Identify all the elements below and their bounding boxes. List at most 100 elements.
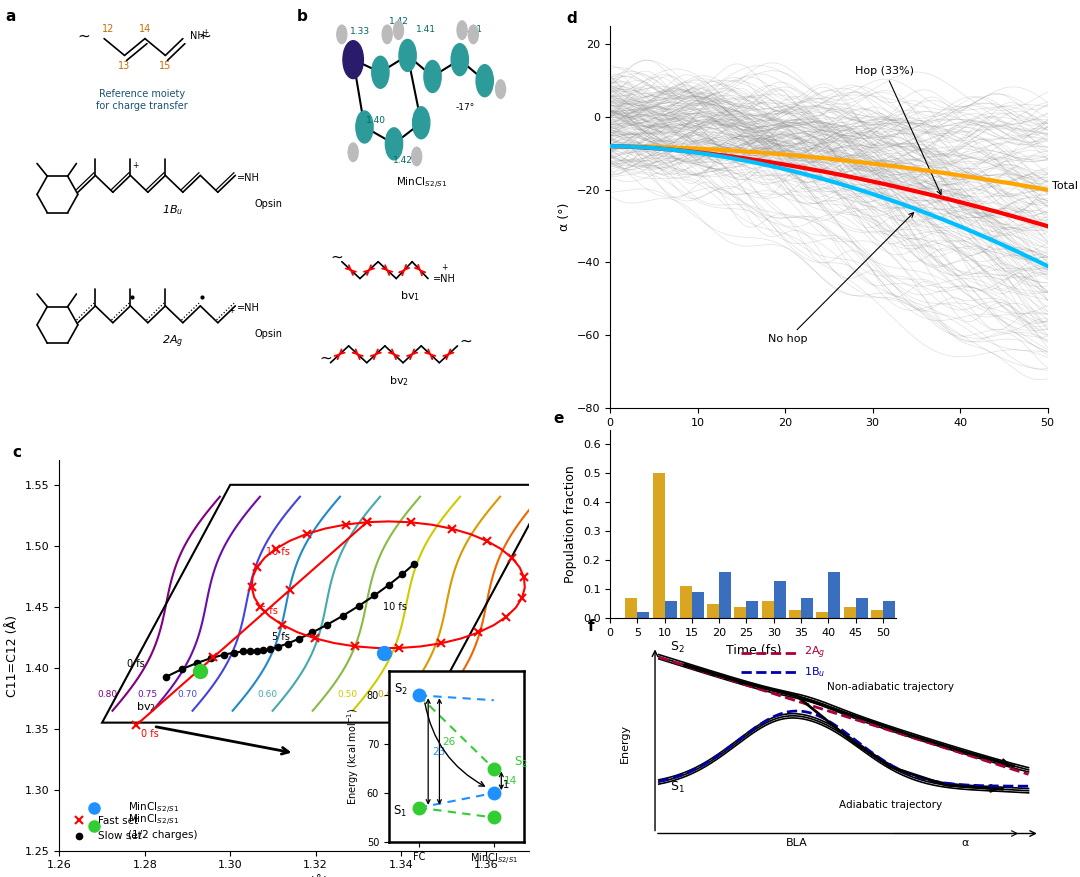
Text: ~: ~ [199,29,211,44]
Text: f: f [588,618,594,634]
Circle shape [469,25,478,44]
Text: 1.41: 1.41 [463,25,484,34]
Y-axis label: α (°): α (°) [558,203,571,232]
Text: 0 fs: 0 fs [140,730,159,739]
Text: bv$_1$: bv$_1$ [443,739,462,753]
Bar [719,572,731,618]
X-axis label: Time (fs): Time (fs) [726,644,781,657]
Bar [652,474,664,618]
Circle shape [382,25,392,44]
X-axis label: Time (fs): Time (fs) [801,433,856,446]
Text: ~: ~ [78,29,90,44]
Text: 5 fs: 5 fs [272,632,289,642]
Bar [773,581,786,618]
Text: 12: 12 [103,25,114,34]
Text: 1.40: 1.40 [366,116,386,125]
Text: No hop: No hop [768,213,914,345]
Text: =NH: =NH [432,274,456,283]
X-axis label: N=C15 (Å): N=C15 (Å) [260,876,328,877]
Text: ~: ~ [320,351,332,366]
Circle shape [393,21,404,39]
Bar [882,601,894,618]
Text: 1.42: 1.42 [393,156,413,165]
Text: Opsin: Opsin [254,330,282,339]
Bar [680,587,692,618]
Legend: Fast set, Slow set: Fast set, Slow set [65,812,146,845]
Bar [855,598,867,618]
Text: =NH: =NH [237,303,259,313]
Text: a: a [5,9,15,25]
Text: Hop (33%): Hop (33%) [855,66,941,195]
Text: bv$_1$: bv$_1$ [400,289,420,303]
Text: S$_2$: S$_2$ [393,682,407,697]
Text: Non-adiabatic trajectory: Non-adiabatic trajectory [827,681,954,692]
Text: 0.75: 0.75 [137,690,158,699]
Text: 1.42: 1.42 [389,17,408,25]
Text: 0.50: 0.50 [338,690,357,699]
Text: bv$_2$: bv$_2$ [389,374,408,388]
Text: 26: 26 [442,737,456,746]
Text: 15: 15 [159,61,172,71]
Text: 10 fs: 10 fs [383,602,407,612]
Text: Total: Total [1052,182,1078,191]
Text: 2A$_g$: 2A$_g$ [805,645,826,661]
Text: BLA: BLA [786,838,808,848]
Text: 2A$_g$: 2A$_g$ [162,333,184,350]
Text: 0.60: 0.60 [258,690,278,699]
Text: +: + [442,263,448,272]
Text: 1.33: 1.33 [350,27,370,36]
Text: Energy: Energy [620,724,630,763]
Text: bv$_2$: bv$_2$ [136,701,157,714]
Bar [746,601,758,618]
Text: Adiabatic trajectory: Adiabatic trajectory [839,800,942,809]
Bar [828,572,840,618]
Text: 10 fs: 10 fs [266,546,289,557]
Bar [664,601,677,618]
Circle shape [372,56,389,89]
Text: 14: 14 [139,25,151,34]
Circle shape [451,44,469,75]
Circle shape [386,128,403,160]
Circle shape [476,65,494,96]
Bar [870,610,882,618]
Text: 0.40: 0.40 [418,690,437,699]
Circle shape [411,147,421,166]
Text: 23: 23 [432,746,445,757]
Circle shape [457,21,467,39]
Bar [625,598,637,618]
Text: S$_2$: S$_2$ [670,640,685,655]
Text: e: e [553,410,564,426]
Bar [692,592,704,618]
Circle shape [348,143,359,161]
Bar [734,607,746,618]
Text: MinCI$_{S2/S1}$: MinCI$_{S2/S1}$ [127,801,179,816]
Y-axis label: Energy (kcal mol$^{-1}$): Energy (kcal mol$^{-1}$) [346,708,361,805]
Text: MinCI$_{S2/S1}$: MinCI$_{S2/S1}$ [395,175,447,190]
Text: ~: ~ [460,334,473,349]
Text: -17°: -17° [456,103,474,112]
Text: +: + [132,160,138,170]
Text: S$_2$: S$_2$ [514,755,528,770]
Text: 0 fs: 0 fs [127,659,145,669]
Text: +: + [228,306,234,315]
Circle shape [413,107,430,139]
Text: =NH: =NH [237,173,259,182]
Text: 5 fs: 5 fs [260,606,278,616]
Bar [843,607,855,618]
Text: 13: 13 [119,61,131,71]
Circle shape [343,40,363,79]
Text: 0.80: 0.80 [97,690,118,699]
Text: NH: NH [190,32,205,41]
Y-axis label: C11=C12 (Å): C11=C12 (Å) [6,615,19,696]
Circle shape [424,61,441,92]
Text: ~: ~ [330,250,343,265]
Bar [801,598,813,618]
Text: 14: 14 [504,776,517,786]
Text: 1.41: 1.41 [416,25,435,34]
Text: S$_1$: S$_1$ [670,781,685,795]
Bar [761,601,773,618]
Text: MinCI$_{S2/S1}$
(1/2 charges): MinCI$_{S2/S1}$ (1/2 charges) [127,813,198,839]
Text: α: α [961,838,969,848]
Text: Opsin: Opsin [254,199,282,209]
Text: 1B$_u$: 1B$_u$ [162,203,184,217]
